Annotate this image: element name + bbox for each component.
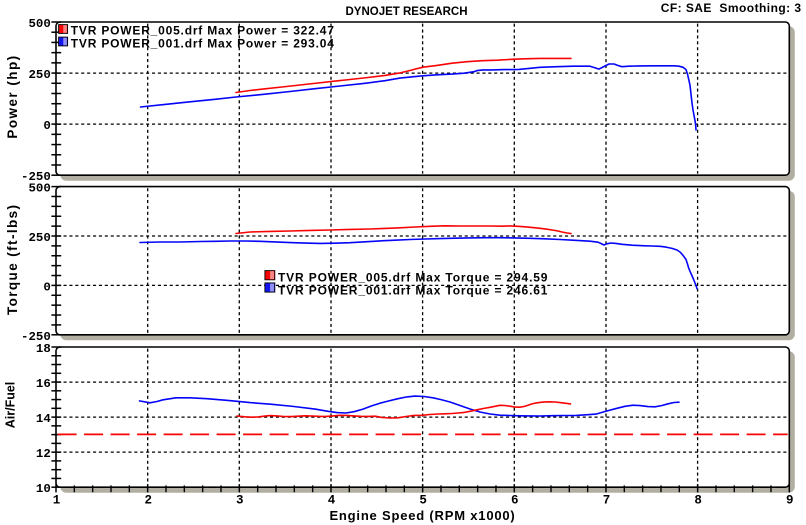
svg-text:5: 5 <box>419 494 427 508</box>
svg-text:0: 0 <box>43 280 50 294</box>
svg-text:10: 10 <box>36 482 51 496</box>
svg-text:Power (hp): Power (hp) <box>5 54 20 138</box>
svg-text:8: 8 <box>694 494 702 508</box>
svg-text:4: 4 <box>328 494 336 508</box>
svg-text:500: 500 <box>28 17 50 31</box>
svg-text:250: 250 <box>28 231 50 245</box>
svg-text:7: 7 <box>603 494 611 508</box>
svg-text:1: 1 <box>53 494 61 508</box>
svg-text:TVR POWER_001.drf Max Power =: TVR POWER_001.drf Max Power = 293.04 <box>71 37 335 51</box>
svg-text:TVR POWER_005.drf Max Torque =: TVR POWER_005.drf Max Torque = 294.59 <box>278 271 548 285</box>
svg-text:Torque (ft-lbs): Torque (ft-lbs) <box>5 204 20 315</box>
svg-text:500: 500 <box>28 182 50 196</box>
svg-text:6: 6 <box>511 494 519 508</box>
svg-text:-250: -250 <box>21 330 51 344</box>
svg-text:9: 9 <box>786 494 794 508</box>
svg-text:250: 250 <box>28 68 50 82</box>
svg-text:2: 2 <box>144 494 152 508</box>
svg-text:DYNOJET RESEARCH: DYNOJET RESEARCH <box>345 6 467 18</box>
svg-text:18: 18 <box>36 342 51 356</box>
svg-text:16: 16 <box>36 377 51 391</box>
svg-text:Engine Speed (RPM x1000): Engine Speed (RPM x1000) <box>329 508 515 523</box>
svg-text:TVR POWER_005.drf Max Power =: TVR POWER_005.drf Max Power = 322.47 <box>71 24 335 38</box>
svg-text:0: 0 <box>43 119 50 133</box>
svg-text:14: 14 <box>36 412 51 426</box>
svg-text:Air/Fuel: Air/Fuel <box>4 382 18 429</box>
svg-text:12: 12 <box>36 447 51 461</box>
svg-text:3: 3 <box>236 494 244 508</box>
svg-text:-250: -250 <box>21 170 51 184</box>
svg-text:CF: SAE Smoothing: 3: CF: SAE Smoothing: 3 <box>661 1 802 15</box>
svg-text:TVR POWER_001.drf Max Torque =: TVR POWER_001.drf Max Torque = 246.61 <box>278 284 548 298</box>
